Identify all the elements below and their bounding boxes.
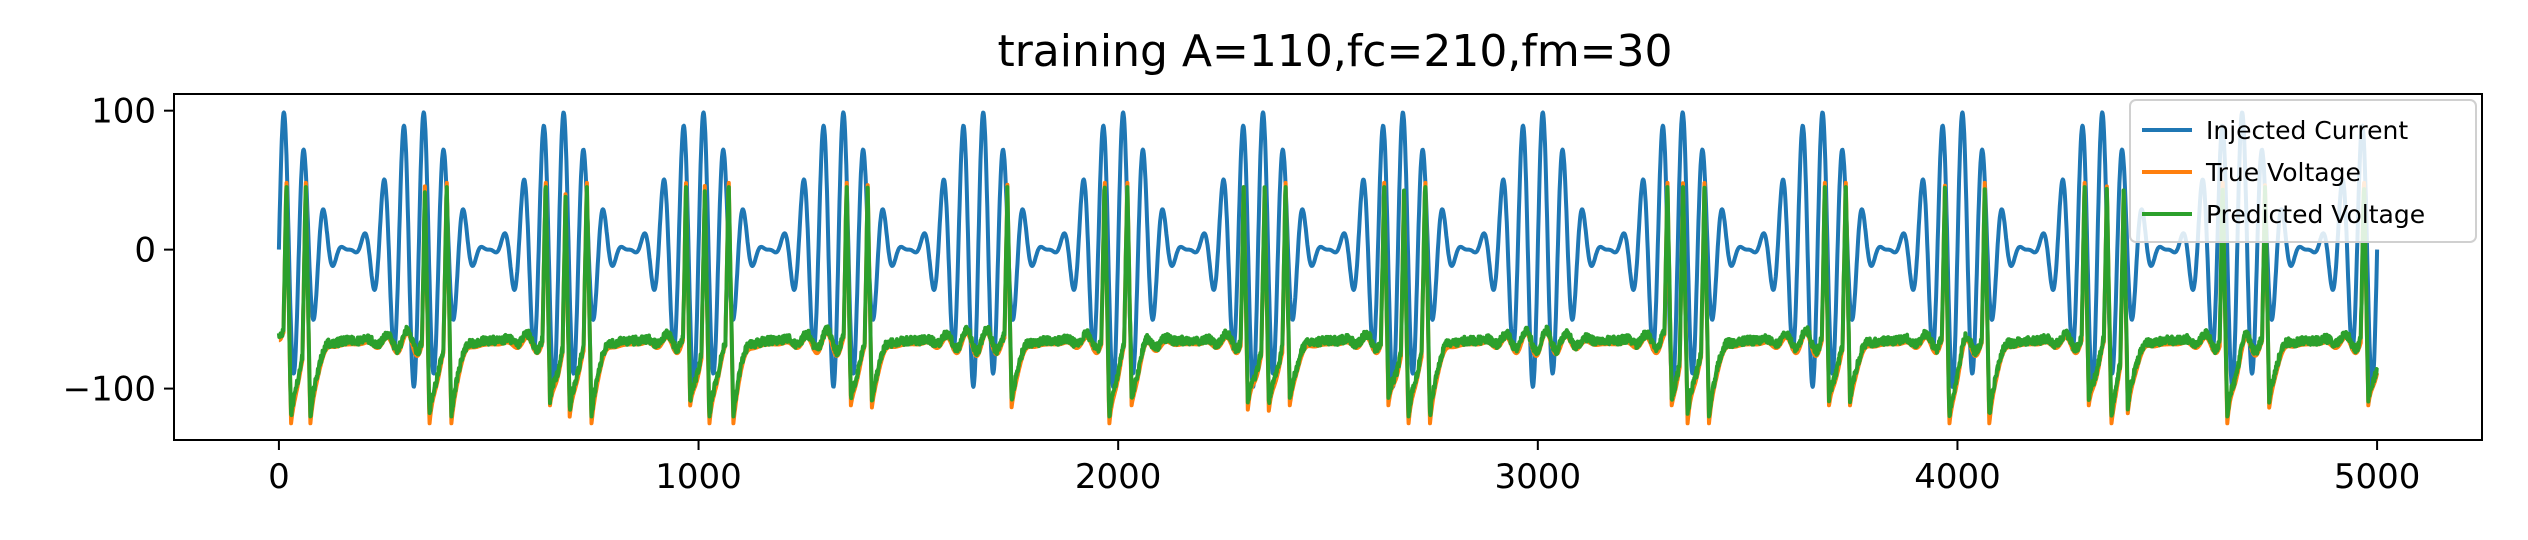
x-tick-label: 1000 (655, 457, 742, 497)
x-tick-label: 4000 (1914, 457, 2001, 497)
x-tick-label: 2000 (1075, 457, 1162, 497)
y-tick-label: 0 (134, 231, 156, 271)
legend: Injected Current True Voltage Predicted Vo… (2130, 100, 2476, 242)
x-tick-label: 0 (268, 457, 290, 497)
chart-title: training A=110,fc=210,fm=30 (997, 26, 1672, 77)
y-tick-label: −100 (63, 370, 156, 410)
y-tick-label: 100 (91, 92, 156, 132)
x-tick-label: 5000 (2334, 457, 2421, 497)
legend-label: True Voltage (2205, 158, 2361, 187)
x-tick-label: 3000 (1495, 457, 1582, 497)
legend-label: Predicted Voltage (2206, 200, 2425, 229)
legend-label: Injected Current (2206, 116, 2408, 145)
